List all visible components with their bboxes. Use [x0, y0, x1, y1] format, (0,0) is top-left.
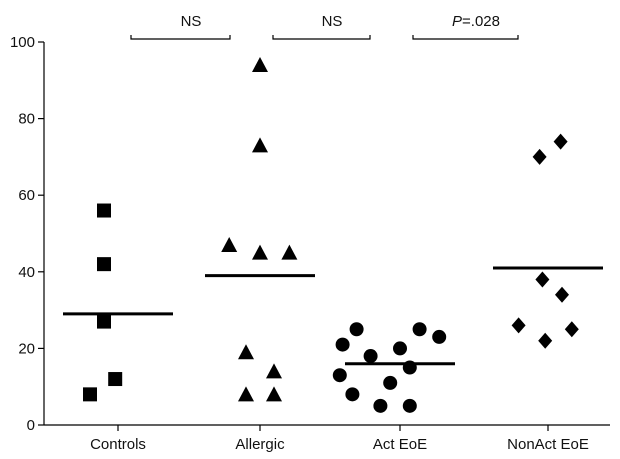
data-point-circle	[402, 398, 417, 413]
data-point-circle	[432, 329, 447, 344]
y-tick-label: 20	[18, 340, 35, 357]
data-point-triangle	[221, 236, 238, 252]
data-point-circle	[349, 322, 364, 337]
significance-bracket	[272, 35, 371, 40]
data-point-circle	[402, 360, 417, 375]
data-point-triangle	[238, 344, 254, 360]
data-point-triangle	[238, 386, 254, 402]
y-tick-label: 60	[18, 187, 35, 204]
significance-bracket	[130, 35, 231, 40]
data-point-circle	[345, 387, 360, 402]
data-point-triangle	[252, 137, 268, 153]
data-point-circle	[383, 375, 398, 390]
x-category-label: NonAct EoE	[507, 436, 589, 453]
y-tick-label: 100	[10, 34, 35, 51]
y-axis: 0 20 40 60 80 100	[10, 34, 45, 434]
data-point-diamond	[538, 332, 553, 349]
data-point-diamond	[564, 321, 579, 338]
data-point-diamond	[555, 286, 569, 303]
data-points	[83, 56, 579, 413]
data-point-circle	[335, 337, 350, 352]
y-tick-label: 0	[27, 417, 35, 434]
data-point-circle	[412, 322, 427, 337]
data-point-diamond	[553, 133, 568, 150]
data-point-diamond	[511, 317, 526, 334]
x-category-label: Allergic	[235, 436, 285, 453]
median-lines	[63, 266, 603, 366]
data-point-diamond	[535, 271, 550, 288]
data-point-circle	[393, 341, 407, 356]
data-point-square	[97, 314, 111, 329]
data-point-triangle	[266, 363, 282, 379]
x-category-label: Act EoE	[373, 436, 427, 453]
data-point-triangle	[266, 386, 282, 402]
significance-annotations: NS NS P=.028	[130, 13, 519, 40]
data-point-square	[97, 257, 111, 272]
data-point-circle	[332, 368, 347, 383]
significance-label: NS	[322, 13, 343, 30]
y-tick-label: 80	[18, 111, 35, 128]
data-point-triangle	[252, 244, 268, 260]
data-point-square	[108, 372, 123, 387]
x-category-label: Controls	[90, 436, 146, 453]
data-point-triangle	[281, 244, 298, 260]
significance-label: P=.028	[452, 13, 500, 30]
data-point-triangle	[252, 56, 268, 72]
data-point-square	[97, 203, 111, 218]
data-point-square	[83, 387, 97, 402]
significance-bracket	[412, 35, 519, 40]
data-point-circle	[373, 398, 388, 413]
significance-label: NS	[181, 13, 202, 30]
y-tick-label: 40	[18, 264, 35, 281]
x-axis: Controls Allergic Act EoE NonAct EoE	[44, 424, 610, 453]
data-point-diamond	[532, 148, 547, 165]
data-point-circle	[363, 349, 378, 364]
